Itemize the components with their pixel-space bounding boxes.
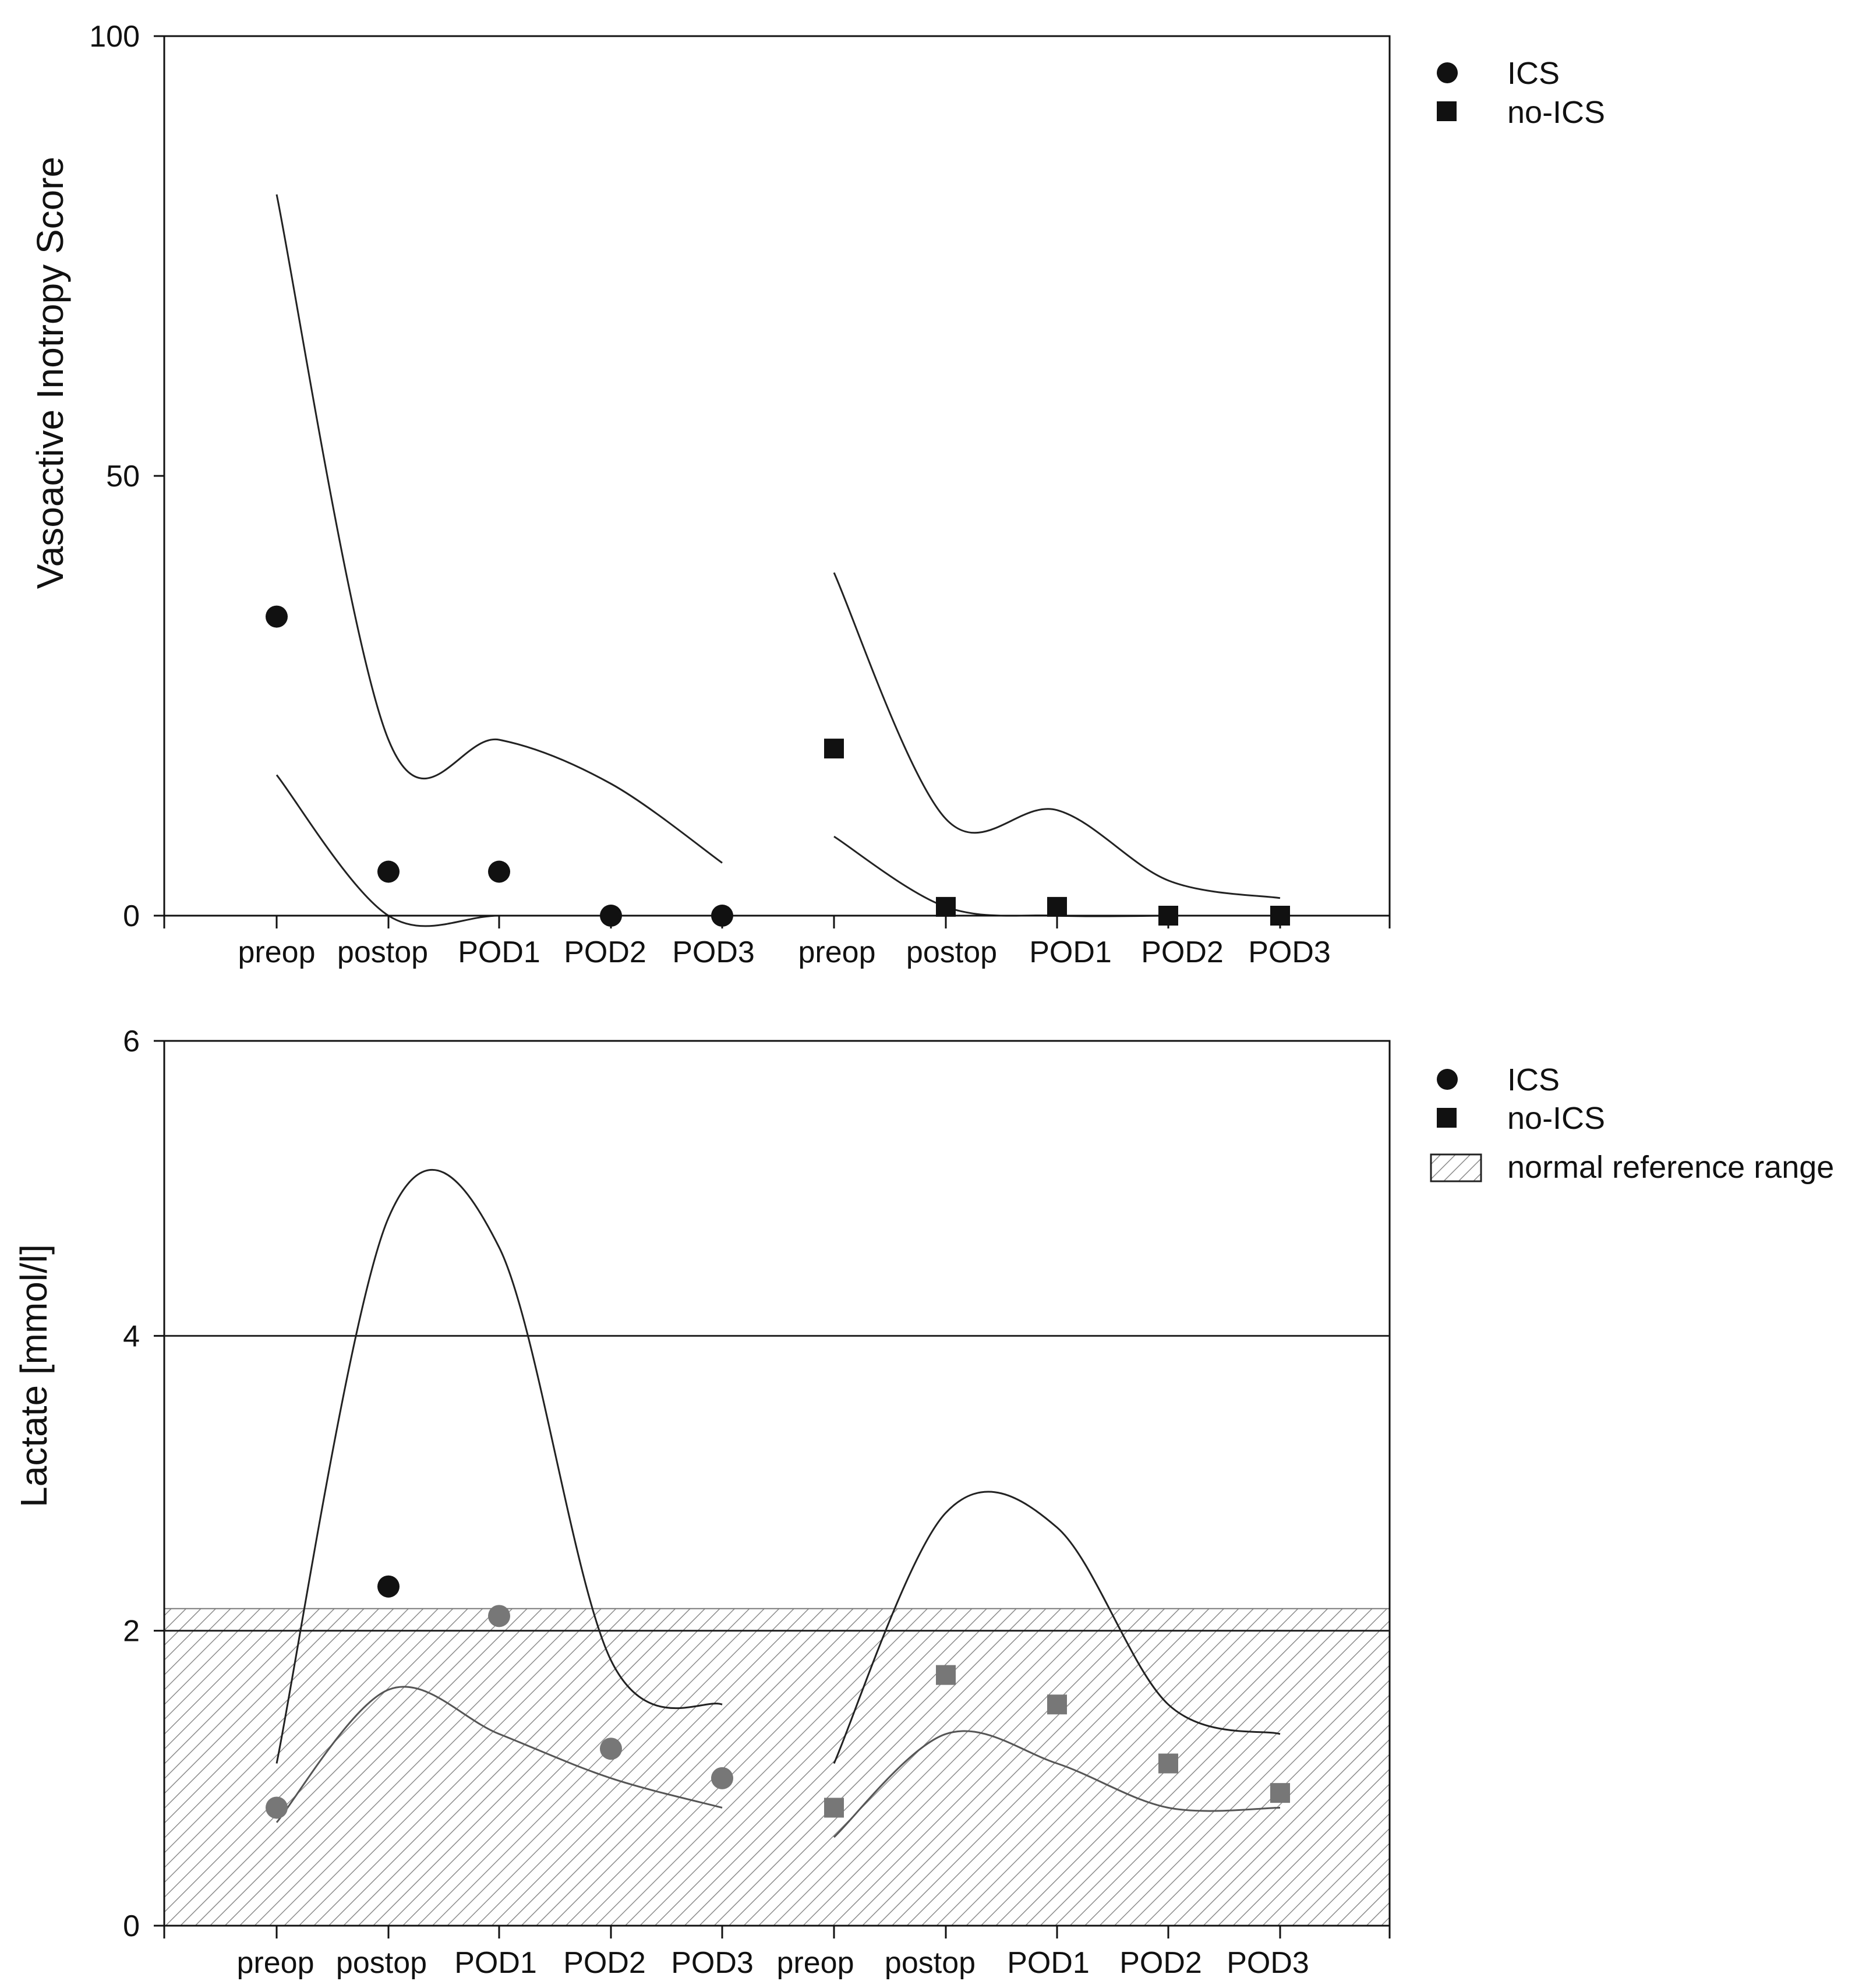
band-no-ics-upper [833,572,1281,899]
x-tick-label: postop [906,935,997,969]
x-tick-label: preop [238,935,316,969]
data-point-no-ics [1158,906,1178,926]
data-point-ics [266,1796,288,1819]
band-ics-lower [275,774,611,927]
vis-axes: 0 50 100 preop postop POD1 POD2 POD3 preop postop… [89,20,1391,969]
legend-no-ics-label: no-ICS [1507,1101,1605,1136]
data-point-ics [600,1738,622,1760]
data-point-ics [377,860,400,883]
data-point-ics [488,860,510,883]
data-point-no-ics [1158,1753,1178,1774]
data-point-no-ics [1047,896,1067,917]
band-ics-upper [275,1168,723,1764]
x-tick-label: POD1 [1029,935,1112,969]
data-point-ics [377,1575,400,1598]
x-tick-label: preop [798,935,876,969]
x-tick-label: preop [777,1946,854,1980]
data-point-ics [266,605,288,628]
band-ics-lower [275,1686,723,1823]
plot-frame [163,1040,1391,1927]
x-tick-label: POD3 [672,935,755,969]
data-point-no-ics [1270,906,1290,926]
legend-no-ics-marker [1437,1108,1457,1128]
lactate-legend: ICS no-ICS normal reference range [1430,1062,1834,1185]
lactate-axes: 0 2 4 6 preop postop POD1 POD2 POD3 preop postop PO… [123,1025,1391,1980]
data-point-no-ics [936,1665,956,1685]
data-point-ics [711,1767,733,1789]
legend-ics-label: ICS [1507,1062,1560,1097]
band-ics-upper [275,194,723,864]
legend-no-ics-marker [1437,101,1457,121]
x-tick-label: POD3 [1248,935,1331,969]
lactate-chart: 0 2 4 6 preop postop POD1 POD2 POD3 preop postop PO… [13,1025,1834,1980]
band-no-ics-upper [833,1491,1281,1764]
y-tick-label: 6 [123,1025,140,1058]
x-tick-label: POD3 [1227,1946,1309,1980]
reference-range-band [164,1608,1390,1926]
data-point-ics [488,1605,510,1627]
lactate-data-points [266,1575,1290,1819]
x-tick-label: postop [336,1946,427,1980]
x-tick-label: POD2 [563,1946,646,1980]
y-tick-label: 100 [89,20,140,54]
x-tick-label: POD1 [458,935,540,969]
x-tick-label: POD3 [671,1946,754,1980]
reference-range-area [164,1608,1390,1926]
vis-band-group [275,194,1281,927]
plot-frame [163,35,1391,917]
data-point-no-ics [1270,1783,1290,1803]
data-point-no-ics [936,896,956,917]
legend-reference-range-swatch [1430,1153,1482,1182]
vis-ylabel: Vasoactive Inotropy Score [29,157,71,589]
y-tick-label: 0 [123,1909,140,1943]
legend-no-ics-label: no-ICS [1507,95,1605,130]
x-tick-label: POD2 [1119,1946,1202,1980]
data-point-ics [711,905,733,927]
lactate-band-group [275,1168,1281,1838]
x-tick-label: preop [237,1946,314,1980]
legend-reference-range-label: normal reference range [1507,1150,1834,1185]
y-tick-label: 50 [106,460,140,493]
y-tick-label: 0 [123,899,140,933]
x-tick-label: POD1 [1007,1946,1090,1980]
band-no-ics-lower [833,1730,1281,1838]
legend-ics-marker [1437,62,1458,83]
lactate-ylabel: Lactate [mmol/l] [13,1244,55,1507]
data-point-no-ics [824,1798,844,1818]
y-tick-label: 2 [123,1615,140,1648]
y-tick-label: 4 [123,1319,140,1353]
legend-ics-marker [1437,1069,1458,1090]
x-tick-label: POD2 [1141,935,1224,969]
vis-legend: ICS no-ICS [1437,56,1605,130]
data-point-no-ics [1047,1694,1067,1715]
x-tick-label: postop [885,1946,976,1980]
vis-data-points [266,605,1290,927]
x-tick-label: postop [337,935,428,969]
legend-ics-label: ICS [1507,56,1560,91]
vis-chart: 0 50 100 preop postop POD1 POD2 POD3 preop postop… [29,20,1605,969]
data-point-no-ics [824,739,844,759]
data-point-ics [600,905,622,927]
x-tick-label: POD2 [564,935,646,969]
x-tick-label: POD1 [454,1946,537,1980]
